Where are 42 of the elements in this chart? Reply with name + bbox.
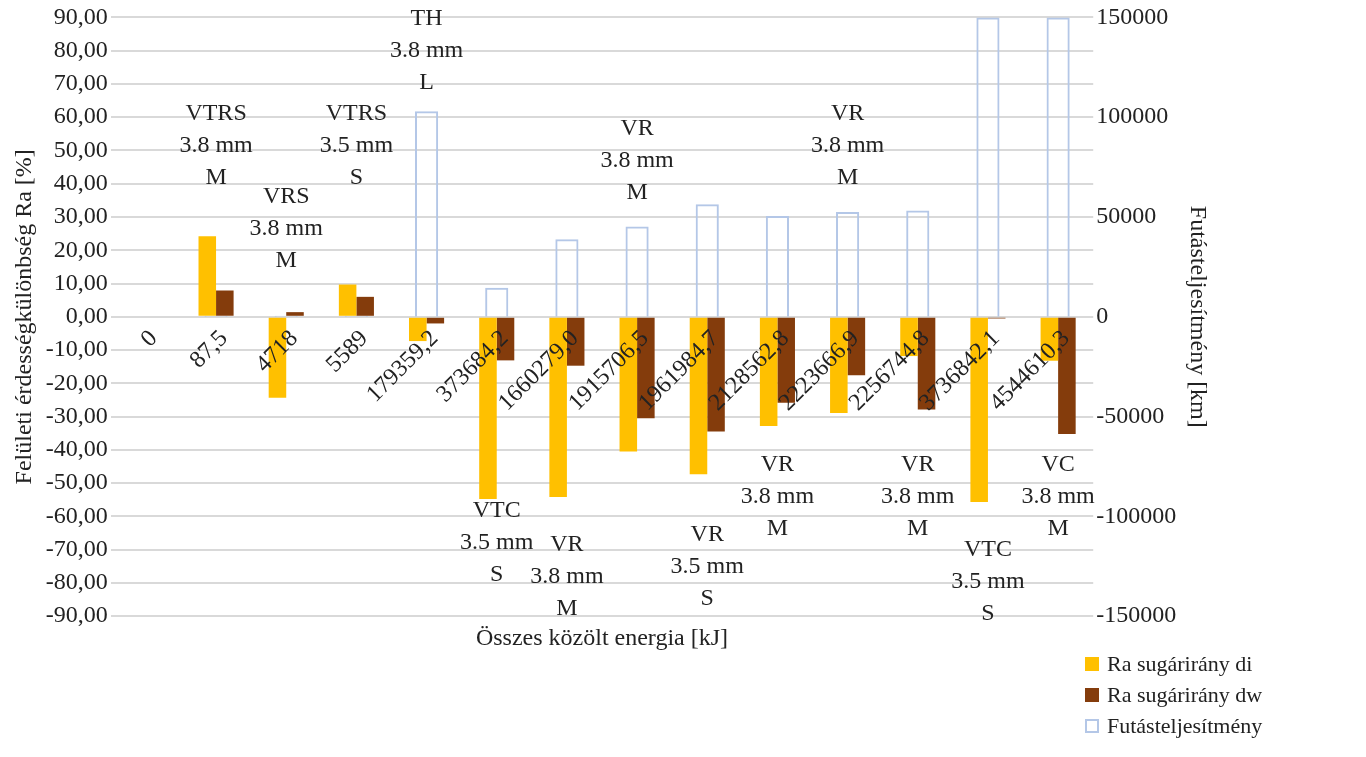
legend-label: Futásteljesítmény	[1107, 712, 1263, 739]
y-tick-label: -70,00	[45, 534, 108, 561]
y-tick-label: -40,00	[45, 435, 108, 462]
y2-tick-label: 100000	[1096, 102, 1169, 129]
bar	[338, 284, 357, 316]
annotation: VR 3.8 mm M	[810, 98, 885, 189]
legend-label: Ra sugárirány dw	[1107, 681, 1263, 708]
y2-tick-label: -150000	[1096, 601, 1177, 628]
y-tick-label: -60,00	[45, 501, 108, 528]
y2-axis-title: Futásteljesítmény [km]	[1186, 205, 1213, 428]
x-axis-title: Összes közölt energia [kJ]	[475, 623, 729, 650]
y-tick-label: -20,00	[45, 368, 108, 395]
bar	[198, 236, 217, 316]
annotation: VR 3.8 mm M	[600, 113, 675, 204]
bar	[286, 312, 304, 316]
y-tick-label: 50,00	[53, 135, 108, 162]
y2-tick-label: -100000	[1096, 501, 1177, 528]
y-tick-label: -80,00	[45, 568, 108, 595]
legend-label: Ra sugárirány di	[1107, 650, 1253, 677]
y-tick-label: -10,00	[45, 335, 108, 362]
y-tick-label: 80,00	[53, 35, 108, 62]
x-tick-label: 87,5	[183, 324, 233, 373]
y2-tick-label: -50000	[1096, 401, 1165, 428]
annotation: TH 3.8 mm L	[389, 3, 464, 94]
y-tick-label: -50,00	[45, 468, 108, 495]
y2-tick-label: 150000	[1096, 2, 1169, 29]
x-tick-label: 0	[135, 324, 162, 352]
y-tick-label: -90,00	[45, 601, 108, 628]
y-tick-label: 70,00	[53, 69, 108, 96]
y-tick-label: 90,00	[53, 2, 108, 29]
y2-tick-label: 0	[1096, 302, 1109, 329]
bar	[356, 296, 374, 316]
y-tick-label: 40,00	[53, 169, 108, 196]
y-tick-label: 60,00	[53, 102, 108, 129]
y-tick-label: 20,00	[53, 235, 108, 262]
y-tick-label: 10,00	[53, 268, 108, 295]
y-tick-label: 0,00	[65, 302, 108, 329]
y-tick-label: -30,00	[45, 401, 108, 428]
y-tick-label: 30,00	[53, 202, 108, 229]
bar	[216, 290, 234, 316]
y-axis-title: Felületi érdességkülönbség Ra [%]	[9, 149, 36, 485]
y2-tick-label: 50000	[1096, 202, 1157, 229]
